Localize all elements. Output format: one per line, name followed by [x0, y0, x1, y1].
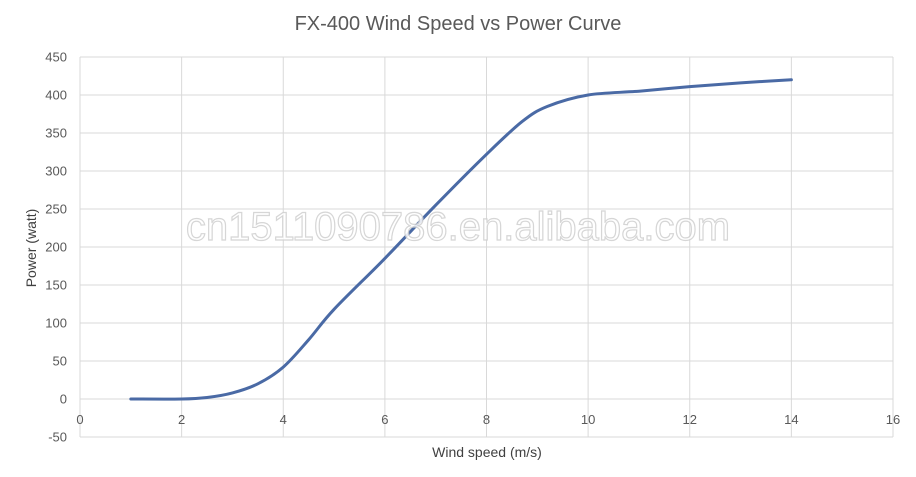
x-tick-label-8: 16: [886, 412, 900, 427]
y-tick-label-7: 300: [45, 164, 67, 179]
x-tick-label-1: 2: [178, 412, 185, 427]
x-tick-label-5: 10: [581, 412, 595, 427]
x-tick-label-2: 4: [280, 412, 287, 427]
x-tick-label-6: 12: [683, 412, 697, 427]
watermark-text: cn1511090786.en.alibaba.com: [186, 205, 730, 249]
x-tick-label-4: 8: [483, 412, 490, 427]
y-tick-label-0: -50: [48, 430, 67, 445]
y-tick-label-6: 250: [45, 202, 67, 217]
y-tick-label-8: 350: [45, 126, 67, 141]
y-tick-label-10: 450: [45, 50, 67, 65]
grid-lines: [79, 56, 894, 438]
y-tick-label-1: 0: [60, 392, 67, 407]
x-axis-ticks: 0 2 4 6 8 10 12 14 16: [76, 412, 900, 427]
y-tick-label-4: 150: [45, 278, 67, 293]
x-axis-label: Wind speed (m/s): [432, 444, 542, 460]
y-tick-label-9: 400: [45, 88, 67, 103]
y-tick-label-3: 100: [45, 316, 67, 331]
series-group: [129, 78, 793, 401]
y-axis-label: Power (watt): [23, 209, 39, 288]
x-tick-label-3: 6: [381, 412, 388, 427]
series-line-0: [129, 78, 793, 401]
y-tick-label-5: 200: [45, 240, 67, 255]
y-axis-ticks: -50 0 50 100 150 200 250 300 350 400 450: [45, 50, 67, 445]
chart-title: FX-400 Wind Speed vs Power Curve: [295, 13, 622, 35]
x-tick-label-0: 0: [76, 412, 83, 427]
y-tick-label-2: 50: [53, 354, 67, 369]
x-tick-label-7: 14: [784, 412, 798, 427]
